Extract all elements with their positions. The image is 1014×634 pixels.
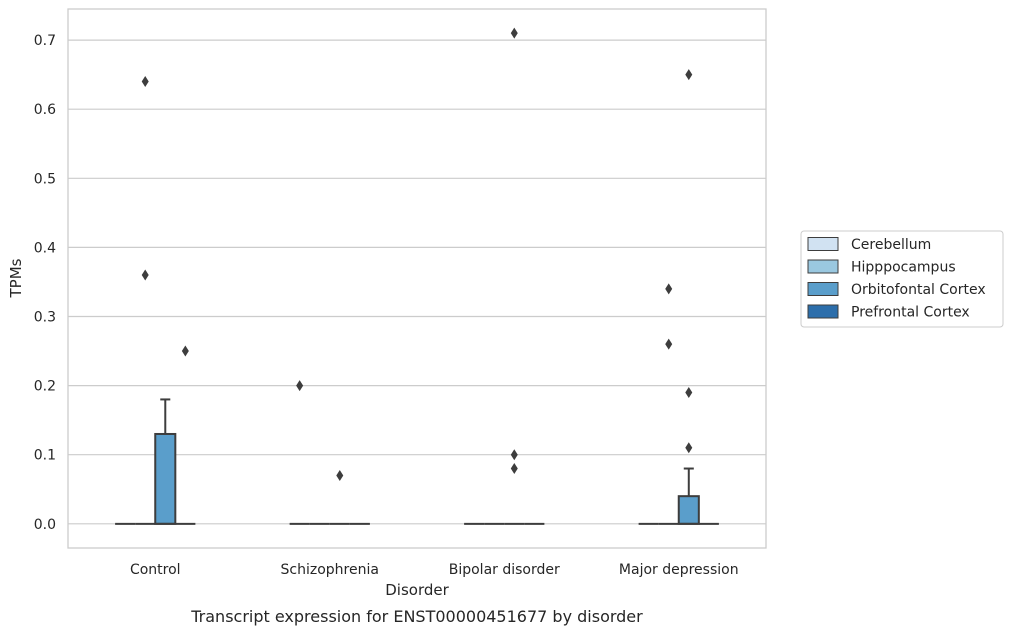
plot-marks [115, 27, 719, 525]
x-tick-label: Major depression [619, 562, 739, 578]
box-group [658, 283, 679, 525]
y-tick-label: 0.1 [34, 448, 56, 464]
legend-swatch [807, 259, 839, 274]
outlier-point [685, 387, 693, 399]
box-group [289, 380, 310, 525]
outlier-point [510, 463, 518, 475]
x-axis-label: Disorder [385, 581, 449, 599]
outlier-point [141, 76, 149, 88]
plot-frame [67, 8, 767, 549]
outlier-point [141, 269, 149, 281]
grid-lines [68, 39, 766, 525]
y-tick-label: 0.3 [34, 310, 56, 326]
outlier-point [296, 380, 304, 392]
box-group [677, 69, 700, 525]
box-group [329, 469, 350, 525]
y-tick-label: 0.7 [34, 33, 56, 49]
box-group [504, 27, 525, 525]
outlier-point [685, 69, 693, 81]
box-group [154, 398, 177, 525]
outlier-point [685, 442, 693, 454]
legend-swatch [807, 304, 839, 319]
legend-entry-label: Hipppocampus [851, 260, 956, 276]
x-tick-label: Bipolar disorder [449, 562, 560, 578]
legend-swatch [807, 237, 839, 251]
chart-caption: Transcript expression for ENST0000045167… [190, 607, 643, 626]
x-tick-label: Control [130, 562, 181, 578]
legend-swatch [807, 282, 839, 296]
y-tick-label: 0.6 [34, 102, 56, 118]
y-axis-ticks: 0.0 0.1 0.2 0.3 0.4 0.5 0.6 0.7 [34, 33, 56, 533]
y-tick-label: 0.0 [34, 517, 56, 533]
legend-entry-label: Cerebellum [851, 237, 931, 253]
outlier-point [510, 449, 518, 461]
legend-frame [800, 230, 1004, 328]
box-group [135, 76, 156, 525]
box [677, 495, 700, 525]
outlier-point [665, 338, 673, 350]
y-tick-label: 0.2 [34, 379, 56, 395]
y-axis-label: TPMs [7, 258, 25, 298]
box [154, 432, 177, 525]
legend-entry-label: Prefrontal Cortex [851, 305, 970, 321]
outlier-point [181, 345, 189, 357]
legend: Cerebellum Hipppocampus Orbitofontal Corte… [800, 230, 1004, 328]
box-group [175, 345, 196, 525]
outlier-point [665, 283, 673, 295]
legend-entry-label: Orbitofontal Cortex [851, 282, 986, 298]
y-tick-label: 0.5 [34, 171, 56, 187]
y-tick-label: 0.4 [34, 240, 56, 256]
outlier-point [336, 469, 344, 481]
x-tick-label: Schizophrenia [281, 562, 379, 578]
outlier-point [510, 27, 518, 39]
x-axis-ticks: Control Schizophrenia Bipolar disorder Majo… [130, 562, 739, 578]
